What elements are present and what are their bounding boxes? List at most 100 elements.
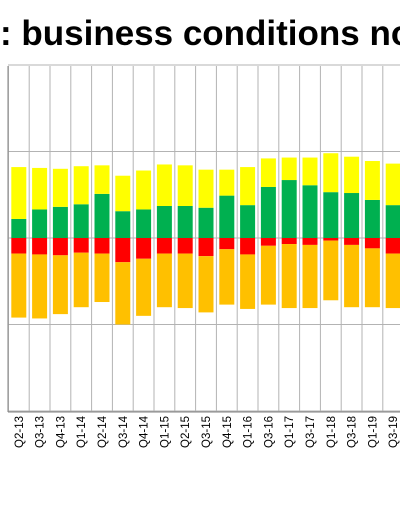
x-tick-label: Q3-19 — [388, 416, 400, 448]
bar-segment — [323, 240, 339, 301]
x-tick-label: Q3-14 — [118, 415, 130, 448]
bar-segment — [52, 255, 68, 315]
bar-segment — [156, 253, 172, 308]
bar-segment — [52, 206, 68, 238]
bar-segment — [323, 238, 339, 241]
bar-segment — [344, 193, 360, 238]
bar-segment — [136, 209, 152, 238]
bar-segment — [11, 238, 27, 254]
bar-segment — [302, 238, 318, 245]
bar-segment — [240, 205, 256, 238]
bar-segment — [260, 158, 276, 187]
bar-segment — [302, 157, 318, 186]
bar-segment — [302, 185, 318, 238]
x-tick-label: Q1-18 — [326, 416, 338, 448]
bar-segment — [11, 218, 27, 238]
bar-segment — [115, 238, 131, 263]
bar-segment — [94, 165, 110, 194]
bar-segment — [32, 167, 48, 210]
axes — [7, 66, 400, 413]
bar-segment — [32, 238, 48, 255]
bar-segment — [385, 163, 400, 206]
bar-segment — [219, 169, 235, 196]
bar-segment — [136, 170, 152, 210]
bar-segment — [344, 238, 360, 245]
x-tick-label: Q2-15 — [180, 416, 192, 448]
bar-segment — [240, 238, 256, 255]
bar-segment — [32, 209, 48, 238]
bar-segment — [240, 167, 256, 206]
bar-segment — [94, 193, 110, 238]
bar-segment — [52, 168, 68, 207]
chart-title: : business conditions no — [0, 14, 400, 53]
bar-segment — [198, 238, 214, 257]
x-tick-label: Q3-18 — [347, 416, 359, 448]
bar-segment — [115, 175, 131, 212]
bar-segment — [385, 238, 400, 254]
bar-segment — [73, 166, 89, 205]
bar-segment — [364, 199, 380, 238]
bar-segment — [94, 253, 110, 303]
bar-segment — [344, 156, 360, 194]
bar-segment — [73, 238, 89, 253]
x-tick-label: Q1-14 — [76, 415, 88, 448]
bar-segment — [364, 161, 380, 200]
x-tick-label: Q3-15 — [201, 416, 213, 448]
bar-segment — [52, 238, 68, 256]
bars — [11, 153, 400, 325]
x-tick-label: Q1-19 — [367, 416, 379, 448]
x-tick-label: Q2-13 — [14, 416, 26, 448]
bar-segment — [94, 238, 110, 254]
bar-segment — [281, 157, 297, 181]
bar-segment — [260, 186, 276, 238]
bar-segment — [260, 238, 276, 246]
bar-segment — [260, 245, 276, 305]
bar-segment — [219, 249, 235, 305]
bar-segment — [219, 238, 235, 250]
bar-segment — [281, 238, 297, 245]
bar-segment — [323, 153, 339, 193]
bar-segment — [240, 254, 256, 309]
bar-segment — [385, 205, 400, 238]
bar-segment — [156, 205, 172, 238]
bar-segment — [198, 256, 214, 313]
bar-segment — [73, 252, 89, 308]
bar-segment — [115, 211, 131, 238]
x-tick-label: Q4-14 — [139, 415, 151, 448]
bar-segment — [302, 244, 318, 309]
bar-segment — [198, 169, 214, 208]
x-tick-label: Q3-13 — [35, 416, 47, 448]
x-tick-label: Q4-15 — [222, 416, 234, 448]
x-tick-label: Q3-16 — [263, 416, 275, 448]
bar-segment — [136, 258, 152, 316]
bar-segment — [177, 205, 193, 238]
bar-segment — [281, 244, 297, 309]
x-tick-label: Q1-17 — [284, 416, 296, 448]
bar-segment — [177, 165, 193, 206]
bar-segment — [156, 164, 172, 206]
x-tick-label: Q4-13 — [55, 416, 67, 448]
bar-segment — [73, 204, 89, 238]
bar-segment — [281, 180, 297, 238]
bar-segment — [198, 207, 214, 238]
bar-segment — [11, 253, 27, 318]
bar-segment — [385, 253, 400, 309]
x-tick-label: Q2-14 — [97, 415, 109, 448]
bar-segment — [11, 167, 27, 219]
bar-segment — [156, 238, 172, 254]
bar-segment — [344, 244, 360, 308]
bar-segment — [115, 262, 131, 325]
tick-labels: Q2-13 Q3-13 Q4-13 Q1-14 Q2-14 Q3-14 Q4-14 Q1-15… — [14, 415, 400, 448]
bar-segment — [364, 248, 380, 308]
bar-segment — [136, 238, 152, 259]
x-tick-label: Q1-15 — [159, 416, 171, 448]
bar-segment — [177, 238, 193, 254]
bar-segment — [177, 253, 193, 309]
bar-segment — [323, 192, 339, 238]
bar-segment — [32, 254, 48, 319]
bar-segment — [219, 195, 235, 238]
x-tick-label: Q1-16 — [243, 416, 255, 448]
x-tick-label: Q3-17 — [305, 416, 317, 448]
bar-segment — [364, 238, 380, 249]
